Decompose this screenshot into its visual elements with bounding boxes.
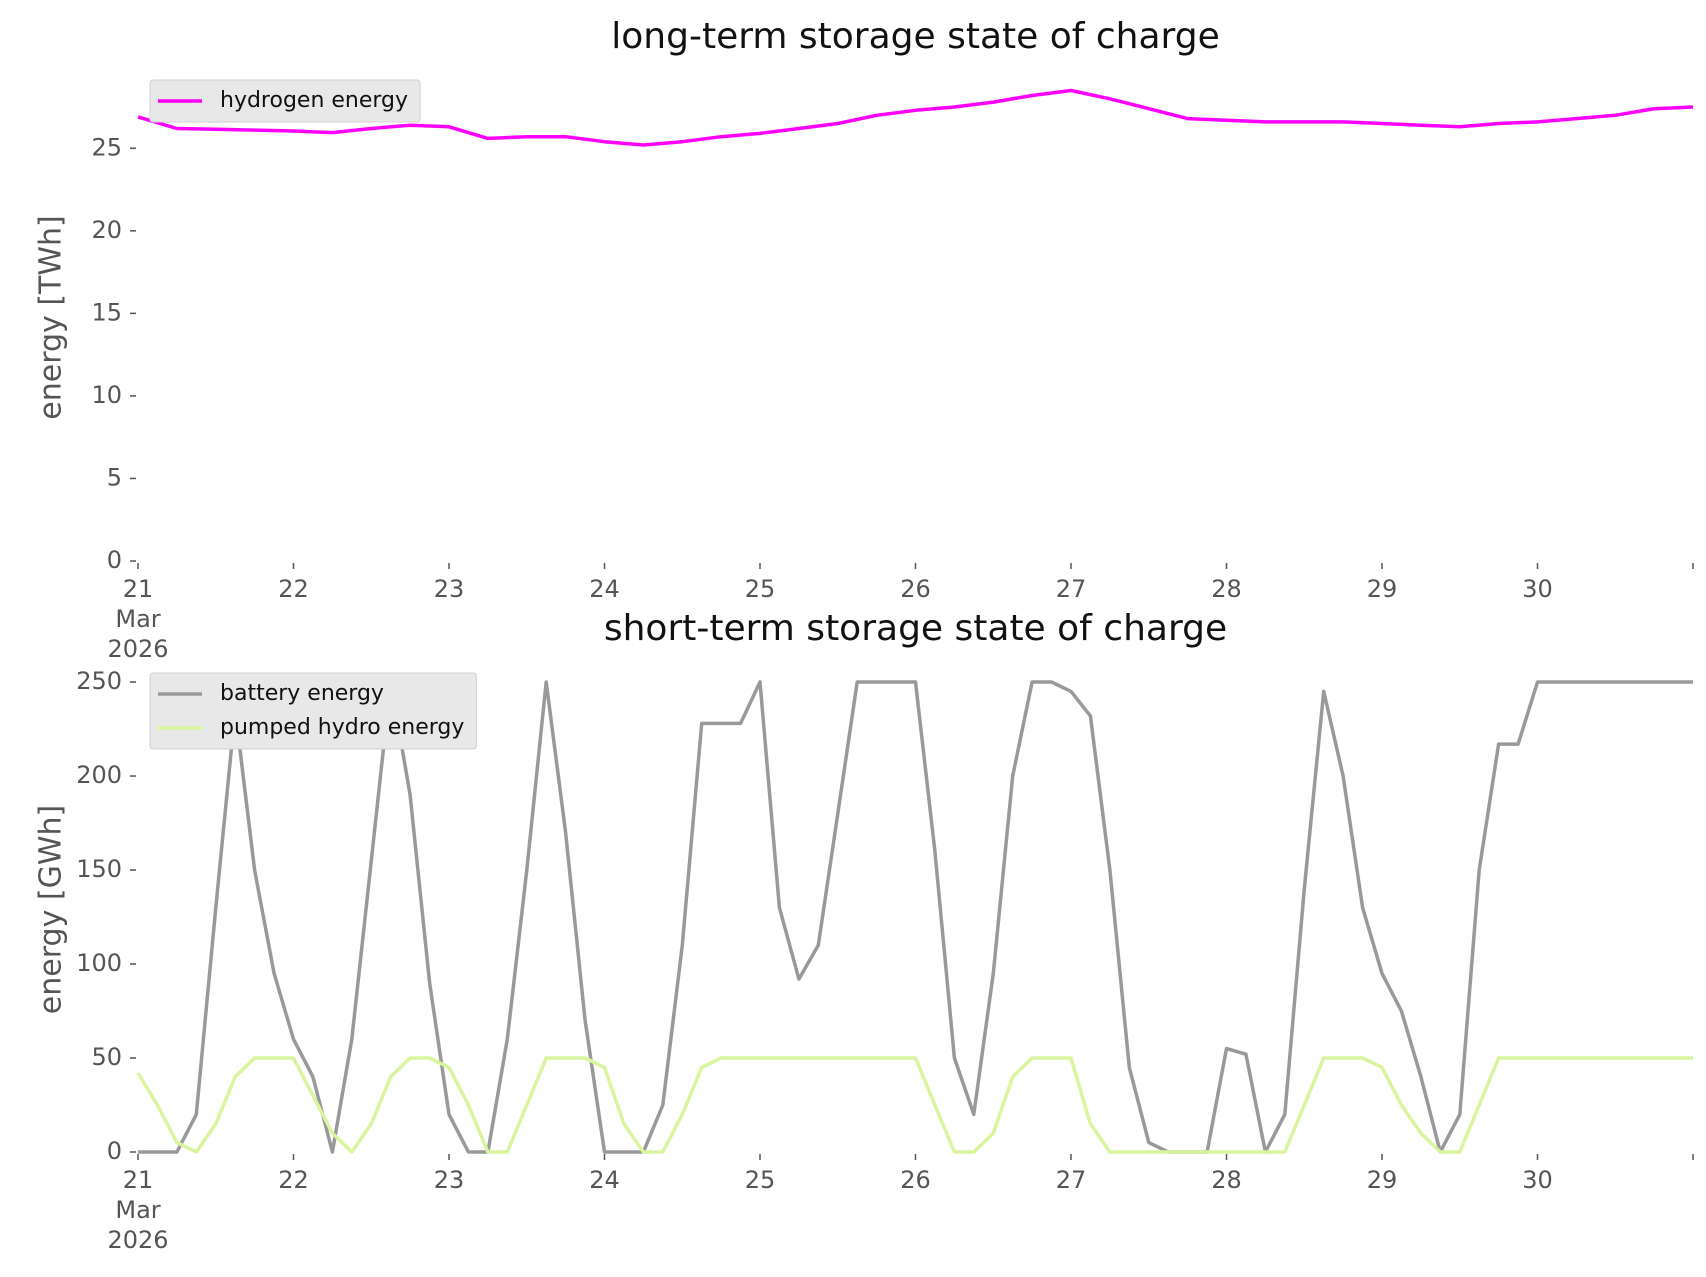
y-tick-label: 15 bbox=[91, 298, 122, 326]
x-tick-label: 25 bbox=[745, 1166, 776, 1194]
legend: battery energy pumped hydro energy bbox=[149, 672, 477, 750]
y-tick-label: 0 bbox=[107, 1137, 122, 1165]
y-tick-label: 150 bbox=[76, 855, 122, 883]
chart-title: short-term storage state of charge bbox=[604, 608, 1227, 649]
legend-box bbox=[149, 672, 477, 750]
y-tick-label: 200 bbox=[76, 761, 122, 789]
x-tick-label: 28 bbox=[1211, 1166, 1242, 1194]
y-axis-label: energy [TWh] bbox=[34, 215, 69, 419]
y-axis-label: energy [GWh] bbox=[34, 805, 69, 1014]
series-line bbox=[137, 88, 1694, 147]
y-tick-label: 5 bbox=[107, 463, 122, 491]
x-tick-label: 29 bbox=[1367, 1166, 1398, 1194]
x-tick-label: 27 bbox=[1056, 1166, 1087, 1194]
y-tick-label: 25 bbox=[91, 133, 122, 161]
x-tick-label: 29 bbox=[1367, 575, 1398, 603]
legend-label: battery energy bbox=[220, 681, 384, 706]
y-tick-label: 250 bbox=[76, 667, 122, 695]
x-tick-label: 26 bbox=[900, 1166, 931, 1194]
x-tick-label: 23 bbox=[434, 575, 465, 603]
x-tick-label: 26 bbox=[900, 575, 931, 603]
x-tick-label: 22 bbox=[278, 575, 309, 603]
y-tick-label: 100 bbox=[76, 949, 122, 977]
y-tick-label: 20 bbox=[91, 216, 122, 244]
x-tick-label: 25 bbox=[745, 575, 776, 603]
x-tick-label: 23 bbox=[434, 1166, 465, 1194]
series-line bbox=[136, 1056, 1693, 1154]
x-tick-label: 28 bbox=[1211, 575, 1242, 603]
legend: hydrogen energy bbox=[149, 79, 421, 123]
legend-box bbox=[149, 79, 421, 123]
x-tick-label: 24 bbox=[589, 1166, 620, 1194]
y-tick-label: 50 bbox=[91, 1043, 122, 1071]
x-tick-label: 22 bbox=[278, 1166, 309, 1194]
x-tick-label: 27 bbox=[1056, 575, 1087, 603]
legend-label: pumped hydro energy bbox=[220, 715, 464, 740]
x-tick-label: 21 Mar 2026 bbox=[107, 575, 168, 663]
x-tick-label: 24 bbox=[589, 575, 620, 603]
x-tick-label: 21 Mar 2026 bbox=[107, 1166, 168, 1254]
x-tick-label: 30 bbox=[1522, 575, 1553, 603]
chart-title: long-term storage state of charge bbox=[611, 16, 1219, 57]
x-tick-label: 30 bbox=[1522, 1166, 1553, 1194]
legend-label: hydrogen energy bbox=[220, 88, 408, 113]
y-tick-label: 10 bbox=[91, 381, 122, 409]
y-tick-label: 0 bbox=[107, 546, 122, 574]
series-line bbox=[138, 680, 1693, 1154]
